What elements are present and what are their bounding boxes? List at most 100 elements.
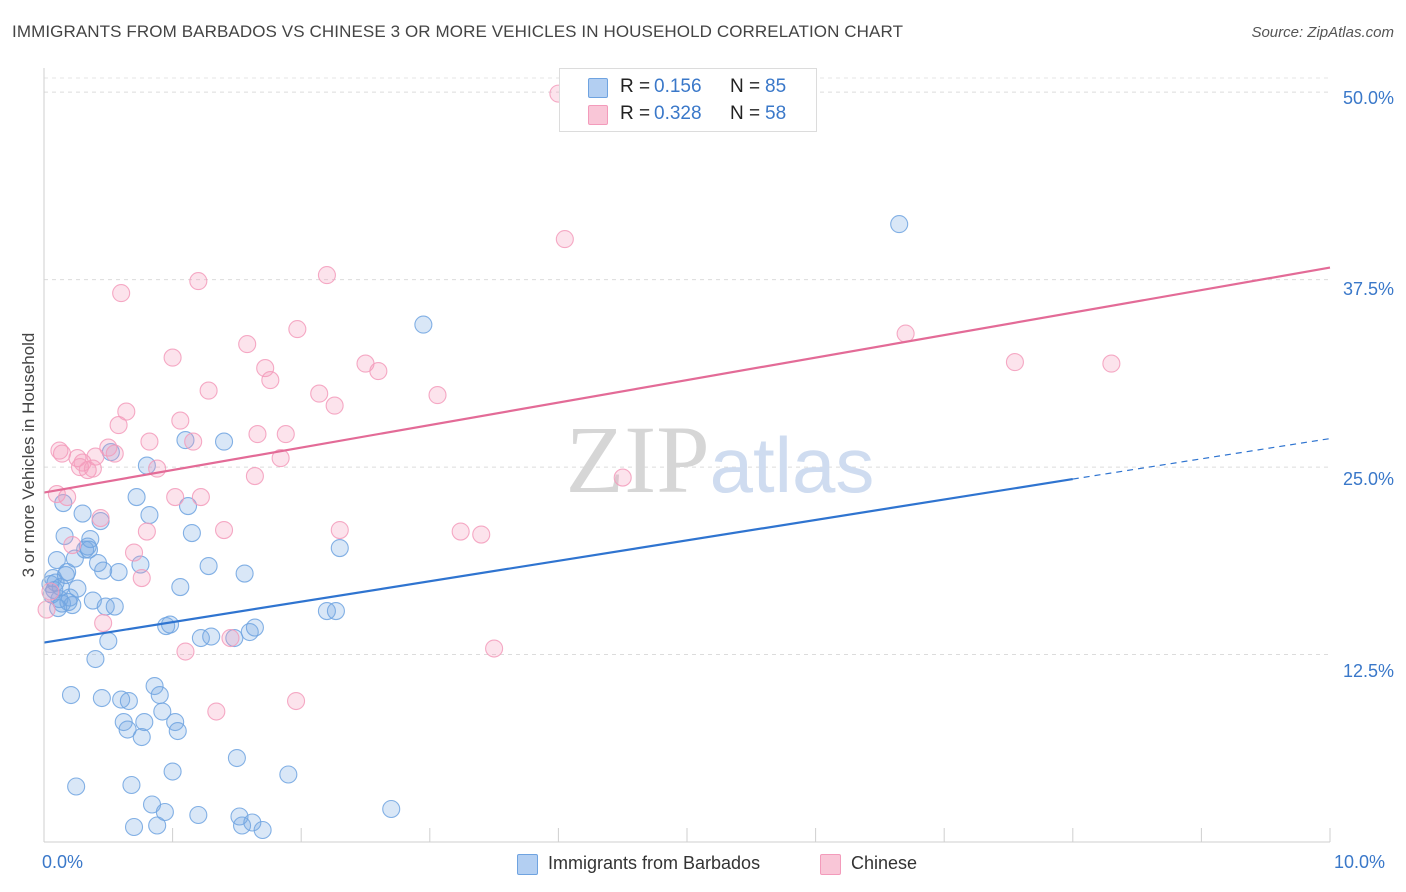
point-chinese: [176, 642, 195, 661]
legend-r-value: 0.328: [654, 103, 702, 124]
point-barbados: [92, 688, 111, 708]
point-barbados: [58, 562, 77, 582]
axes: [43, 68, 1331, 843]
point-chinese: [86, 447, 105, 466]
trend-lines: [43, 266, 1331, 644]
point-chinese: [256, 359, 275, 378]
point-barbados: [253, 820, 272, 840]
y-tick-label-12-5: 12.5%: [1342, 661, 1394, 681]
point-barbados: [49, 598, 68, 618]
legend-r-label: R =: [620, 103, 651, 124]
point-chinese: [83, 459, 102, 478]
chart-title: IMMIGRANTS FROM BARBADOS VS CHINESE 3 OR…: [12, 22, 904, 41]
point-chinese: [199, 381, 218, 400]
point-barbados: [61, 685, 81, 705]
trend-line-barbados: [43, 477, 1073, 644]
point-barbados: [890, 215, 909, 234]
point-chinese: [245, 467, 264, 486]
point-chinese: [124, 543, 144, 562]
watermark-zip: ZIP: [566, 406, 710, 513]
point-chinese: [171, 411, 190, 430]
point-chinese: [189, 272, 208, 291]
point-chinese: [63, 536, 82, 555]
gridlines: [44, 77, 1330, 656]
point-barbados: [153, 702, 172, 721]
point-chinese: [166, 488, 185, 507]
point-chinese: [1102, 354, 1121, 373]
point-chinese: [325, 396, 344, 415]
point-barbados: [382, 799, 401, 819]
point-barbados: [227, 748, 246, 768]
point-chinese: [238, 335, 257, 354]
point-chinese: [896, 324, 915, 343]
point-chinese: [52, 444, 72, 463]
point-barbados: [245, 618, 264, 637]
point-chinese: [248, 425, 267, 444]
point-barbados: [414, 315, 433, 334]
point-barbados: [132, 727, 151, 747]
point-barbados: [326, 601, 345, 621]
point-chinese: [140, 432, 159, 451]
point-barbados: [73, 504, 92, 523]
point-chinese: [105, 444, 124, 463]
point-chinese: [317, 266, 336, 285]
point-barbados: [135, 712, 154, 732]
point-chinese: [428, 386, 447, 405]
point-barbados: [155, 802, 174, 822]
point-chinese: [163, 348, 182, 367]
x-tick-label-min: 0.0%: [42, 852, 84, 872]
point-barbados: [214, 432, 234, 451]
point-barbados: [235, 564, 254, 583]
point-chinese: [112, 284, 131, 303]
point-chinese: [261, 371, 280, 390]
point-barbados: [56, 565, 75, 585]
point-barbados: [119, 691, 138, 711]
point-barbados: [243, 813, 262, 832]
point-barbados: [78, 537, 97, 556]
point-chinese: [451, 522, 470, 541]
point-chinese: [94, 613, 113, 633]
point-chinese: [485, 639, 504, 658]
point-chinese: [191, 488, 210, 507]
y-tick-label-37-5: 37.5%: [1342, 279, 1394, 299]
point-barbados: [140, 506, 159, 525]
point-barbados: [176, 431, 195, 450]
point-barbados: [189, 805, 208, 825]
point-barbados: [109, 562, 128, 582]
point-barbados: [163, 762, 182, 781]
point-barbados: [330, 539, 349, 558]
legend-n-value: 58: [765, 103, 787, 124]
point-barbados: [199, 556, 218, 576]
point-chinese: [288, 320, 307, 339]
point-chinese: [207, 702, 226, 721]
point-chinese: [369, 362, 388, 381]
point-barbados: [105, 597, 124, 616]
y-tick-label-25: 25.0%: [1342, 469, 1394, 489]
legend-label-barbados: Immigrants from Barbados: [548, 853, 761, 873]
point-chinese: [50, 441, 69, 460]
point-chinese: [58, 488, 77, 507]
point-barbados: [65, 549, 84, 568]
point-barbados: [171, 577, 190, 597]
point-chinese: [214, 521, 234, 540]
point-barbados: [118, 720, 137, 739]
point-chinese: [109, 416, 128, 435]
point-barbados: [124, 817, 144, 837]
point-chinese: [37, 600, 56, 619]
point-barbados: [168, 721, 187, 741]
point-barbados: [99, 631, 118, 651]
legend-n-value: 85: [765, 76, 787, 97]
legend-n-label: N =: [730, 103, 761, 124]
point-chinese: [555, 230, 574, 249]
legend-n-label: N =: [730, 76, 761, 97]
legend-swatch-chinese-bottom: [820, 854, 841, 875]
point-chinese: [132, 568, 151, 588]
point-barbados: [122, 775, 141, 795]
point-chinese: [287, 691, 306, 711]
point-barbados: [112, 690, 131, 709]
point-chinese: [1005, 353, 1024, 372]
watermark-atlas: atlas: [710, 421, 875, 509]
point-chinese: [41, 582, 60, 601]
y-tick-label-50: 50.0%: [1342, 88, 1394, 108]
point-chinese: [276, 425, 295, 444]
